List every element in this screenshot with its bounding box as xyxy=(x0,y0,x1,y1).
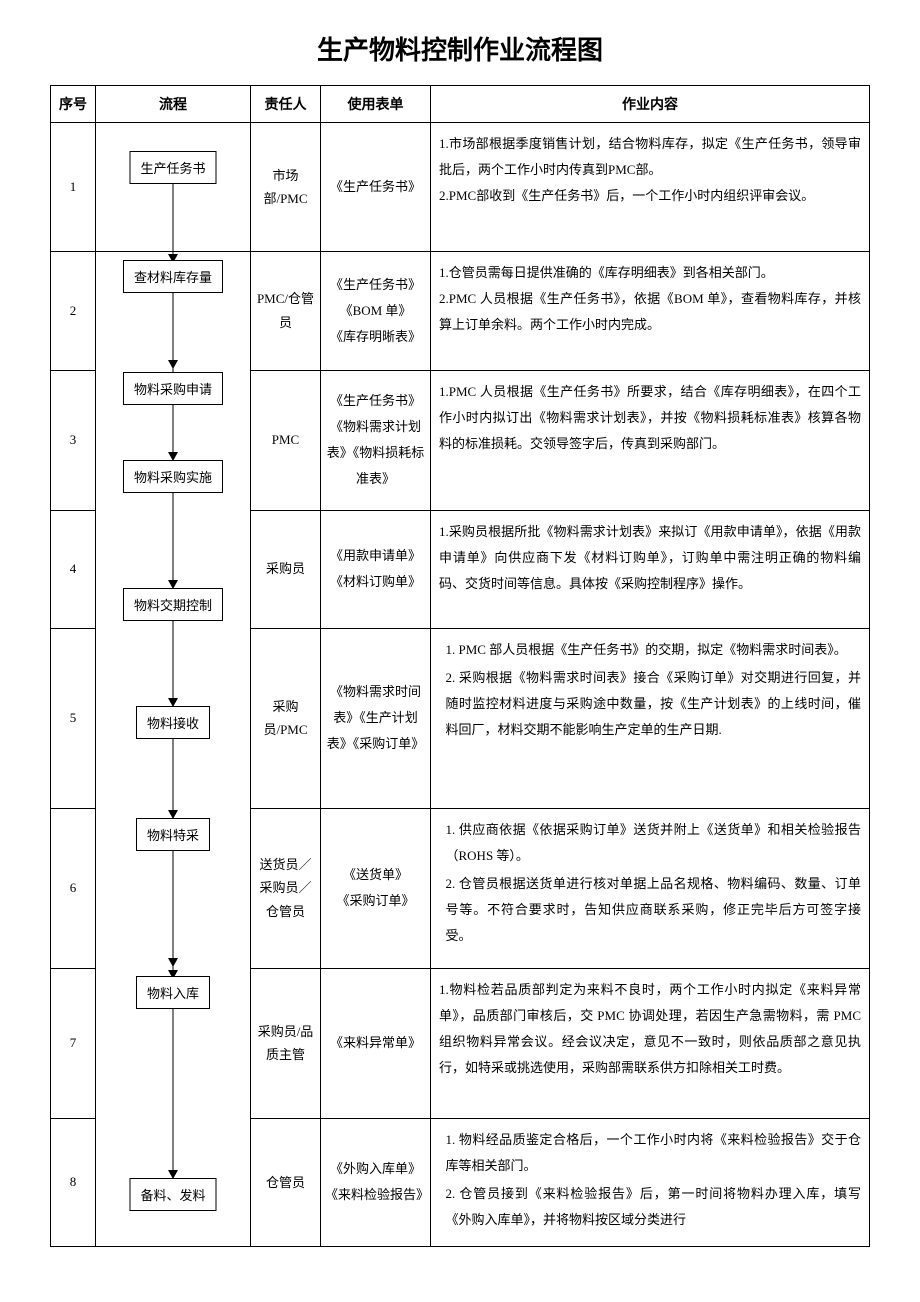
cell-owner: PMC/仓管员 xyxy=(251,252,321,371)
flow-step-box: 物料交期控制 xyxy=(123,588,223,621)
col-header-owner: 责任人 xyxy=(251,86,321,123)
table-row: 2 查材料库存量 PMC/仓管员《生产任务书》《BOM 单》《库存明晰表》1.仓管员… xyxy=(51,252,870,371)
cell-form: 《外购入库单》《来料检验报告》 xyxy=(321,1118,431,1247)
cell-flow: 备料、发料 xyxy=(96,1118,251,1247)
cell-desc: 1.采购员根据所批《物料需求计划表》来拟订《用款申请单》，依据《用款申请单》向供… xyxy=(431,510,870,628)
cell-form: 《来料异常单》 xyxy=(321,968,431,1118)
table-row: 1 生产任务书 市场部/PMC《生产任务书》1.市场部根据季度销售计划，结合物料库存… xyxy=(51,123,870,252)
cell-form: 《生产任务书》 xyxy=(321,123,431,252)
desc-list-item: 供应商依据《依据采购订单》送货并附上《送货单》和相关检验报告（ROHS 等）。 xyxy=(446,817,862,869)
cell-form: 《生产任务书》《物料需求计划表》《物料损耗标准表》 xyxy=(321,370,431,510)
flow-step-box: 生产任务书 xyxy=(129,151,216,184)
flow-connector xyxy=(173,179,174,251)
cell-seq: 6 xyxy=(51,808,96,968)
cell-form: 《用款申请单》《材料订购单》 xyxy=(321,510,431,628)
flow-step-box: 查材料库存量 xyxy=(123,260,223,293)
cell-flow: 物料接收 xyxy=(96,628,251,808)
table-row: 4 物料交期控制采购员《用款申请单》《材料订购单》1.采购员根据所批《物料需求计划… xyxy=(51,510,870,628)
cell-desc: 物料经品质鉴定合格后，一个工作小时内将《来料检验报告》交于仓库等相关部门。仓管员… xyxy=(431,1118,870,1247)
cell-flow: 生产任务书 xyxy=(96,123,251,252)
cell-seq: 1 xyxy=(51,123,96,252)
cell-form: 《物料需求时间表》《生产计划表》《采购订单》 xyxy=(321,628,431,808)
process-table: 序号 流程 责任人 使用表单 作业内容 1生产任务书市场部/PMC《生产任务书》… xyxy=(50,85,870,1247)
cell-flow: 物料采购申请物料采购实施 xyxy=(96,370,251,510)
flow-arrow-icon xyxy=(168,958,178,967)
cell-owner: 采购员/PMC xyxy=(251,628,321,808)
cell-owner: 仓管员 xyxy=(251,1118,321,1247)
flow-arrow-icon xyxy=(168,360,178,369)
cell-desc: 1.物料检若品质部判定为来料不良时，两个工作小时内拟定《来料异常单》，品质部门审… xyxy=(431,968,870,1118)
cell-desc: 1.仓管员需每日提供准确的《库存明细表》到各相关部门。2.PMC 人员根据《生产… xyxy=(431,252,870,371)
cell-seq: 2 xyxy=(51,252,96,371)
cell-seq: 7 xyxy=(51,968,96,1118)
table-row: 7 物料入库 采购员/品质主管《来料异常单》1.物料检若品质部判定为来料不良时，两个… xyxy=(51,968,870,1118)
cell-owner: 采购员 xyxy=(251,510,321,628)
desc-list-item: 采购根据《物料需求时间表》接合《采购订单》对交期进行回复，并随时监控材料进度与采… xyxy=(446,665,862,743)
cell-seq: 3 xyxy=(51,370,96,510)
col-header-form: 使用表单 xyxy=(321,86,431,123)
col-header-desc: 作业内容 xyxy=(431,86,870,123)
cell-flow: 物料入库 xyxy=(96,968,251,1118)
flow-step-box: 物料接收 xyxy=(136,706,210,739)
flow-step-box: 备料、发料 xyxy=(129,1178,216,1211)
desc-list-item: 仓管员根据送货单进行核对单据上品名规格、物料编码、数量、订单号等。不符合要求时，… xyxy=(446,871,862,949)
cell-desc: PMC 部人员根据《生产任务书》的交期，拟定《物料需求时间表》。采购根据《物料需… xyxy=(431,628,870,808)
cell-flow: 物料特采 xyxy=(96,808,251,968)
cell-owner: 采购员/品质主管 xyxy=(251,968,321,1118)
cell-desc: 1.PMC 人员根据《生产任务书》所要求，结合《库存明细表》，在四个工作小时内拟… xyxy=(431,370,870,510)
page-title: 生产物料控制作业流程图 xyxy=(50,30,870,67)
table-row: 6 物料特采 送货员／采购员／仓管员《送货单》《采购订单》供应商依据《依据采购订单》… xyxy=(51,808,870,968)
cell-owner: PMC xyxy=(251,370,321,510)
cell-owner: 送货员／采购员／仓管员 xyxy=(251,808,321,968)
cell-seq: 8 xyxy=(51,1118,96,1247)
cell-form: 《生产任务书》《BOM 单》《库存明晰表》 xyxy=(321,252,431,371)
table-row: 5物料接收采购员/PMC《物料需求时间表》《生产计划表》《采购订单》PMC 部人… xyxy=(51,628,870,808)
table-row: 3物料采购申请物料采购实施PMC《生产任务书》《物料需求计划表》《物料损耗标准表… xyxy=(51,370,870,510)
cell-seq: 4 xyxy=(51,510,96,628)
table-row: 8 备料、发料 仓管员《外购入库单》《来料检验报告》物料经品质鉴定合格后，一个工作小… xyxy=(51,1118,870,1247)
desc-list-item: 物料经品质鉴定合格后，一个工作小时内将《来料检验报告》交于仓库等相关部门。 xyxy=(446,1127,862,1179)
cell-desc: 供应商依据《依据采购订单》送货并附上《送货单》和相关检验报告（ROHS 等）。仓… xyxy=(431,808,870,968)
desc-list-item: PMC 部人员根据《生产任务书》的交期，拟定《物料需求时间表》。 xyxy=(446,637,862,663)
col-header-seq: 序号 xyxy=(51,86,96,123)
cell-form: 《送货单》《采购订单》 xyxy=(321,808,431,968)
flow-step-box: 物料特采 xyxy=(136,818,210,851)
col-header-flow: 流程 xyxy=(96,86,251,123)
flow-step-box: 物料采购实施 xyxy=(123,460,223,493)
cell-owner: 市场部/PMC xyxy=(251,123,321,252)
flow-step-box: 物料入库 xyxy=(136,976,210,1009)
flow-step-box: 物料采购申请 xyxy=(123,372,223,405)
cell-seq: 5 xyxy=(51,628,96,808)
cell-flow: 物料交期控制 xyxy=(96,510,251,628)
cell-flow: 查材料库存量 xyxy=(96,252,251,371)
cell-desc: 1.市场部根据季度销售计划，结合物料库存，拟定《生产任务书，领导审批后，两个工作… xyxy=(431,123,870,252)
desc-list-item: 仓管员接到《来料检验报告》后，第一时间将物料办理入库，填写《外购入库单》，并将物… xyxy=(446,1181,862,1233)
